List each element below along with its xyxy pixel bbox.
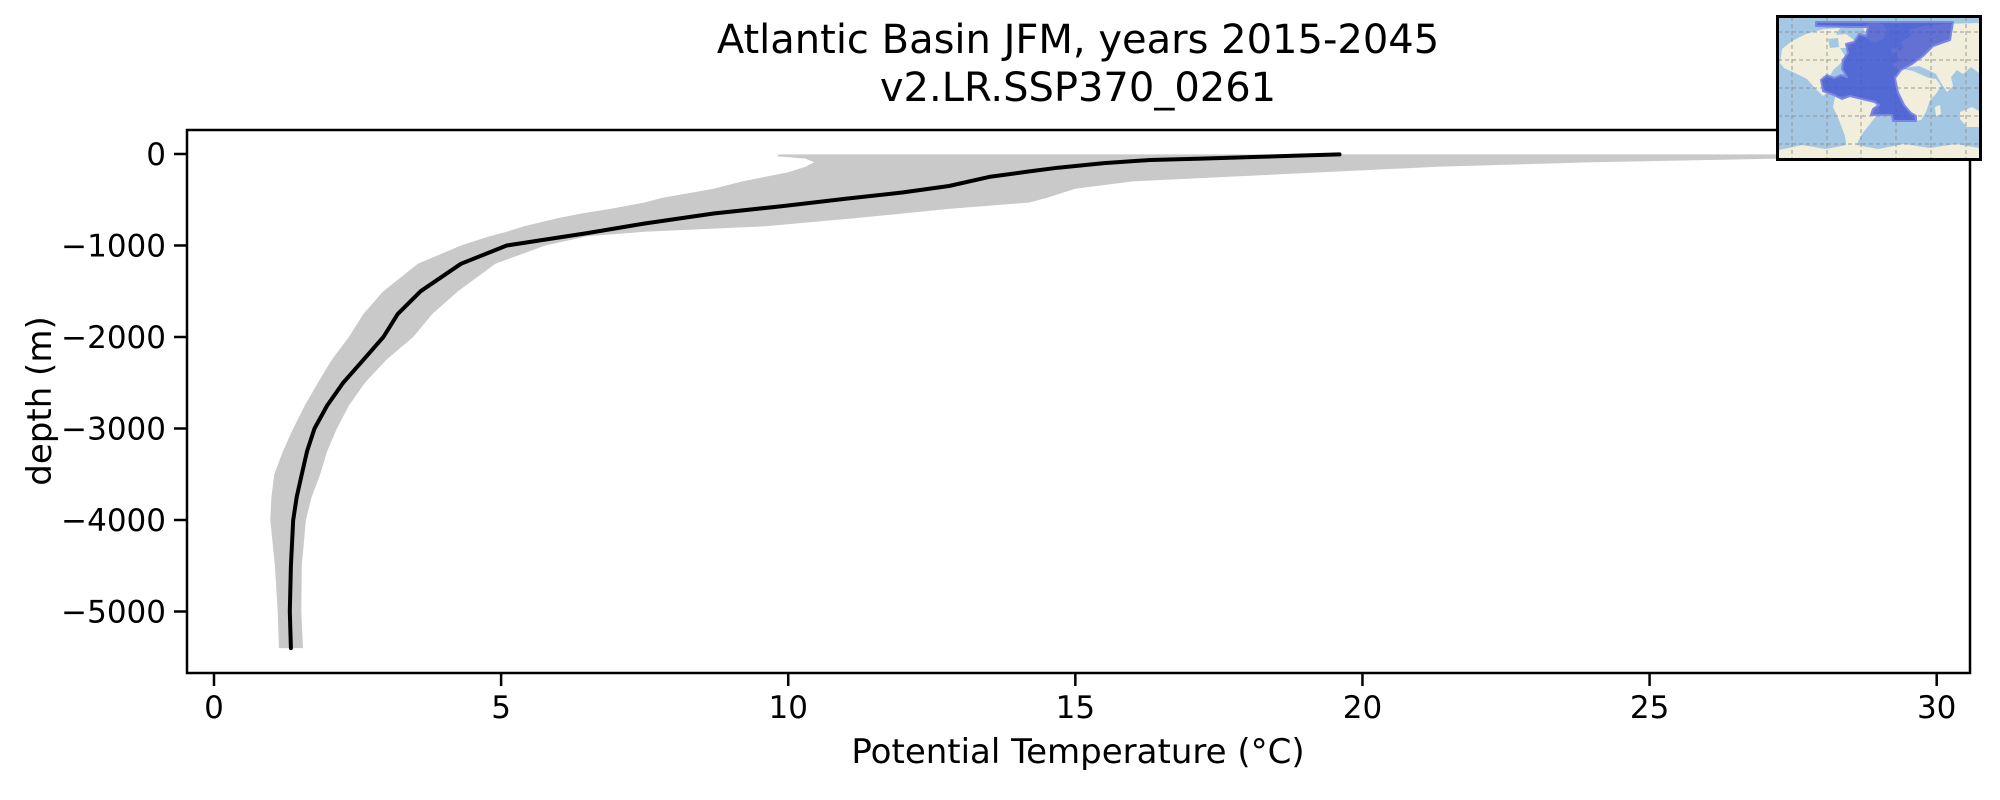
plot-border xyxy=(185,128,1972,675)
map-land-antarctica xyxy=(1779,144,1979,158)
uncertainty-band xyxy=(270,154,1788,649)
y-axis-label: depth (m) xyxy=(20,316,60,486)
map-land-australia xyxy=(1960,107,1979,127)
x-axis-label: Potential Temperature (°C) xyxy=(851,732,1305,772)
mean-profile-line xyxy=(287,152,1342,651)
y-tick-label: 0 xyxy=(146,137,166,173)
chart-title: Atlantic Basin JFM, years 2015-2045 v2.L… xyxy=(178,16,1978,112)
y-tick-label: −3000 xyxy=(61,411,166,447)
inset-map-atlantic-basin xyxy=(1776,15,1982,161)
x-tick-label: 0 xyxy=(204,690,224,726)
x-tick-label: 5 xyxy=(491,690,511,726)
x-tick-label: 10 xyxy=(768,690,807,726)
y-tick-label: −1000 xyxy=(61,228,166,264)
x-tick-label: 20 xyxy=(1343,690,1382,726)
y-tick-label: −5000 xyxy=(61,595,166,631)
chart-title-line1: Atlantic Basin JFM, years 2015-2045 xyxy=(716,17,1440,63)
map-land-madagascar xyxy=(1935,105,1941,116)
map-atlantic-region xyxy=(1815,21,1954,122)
x-tick-label: 15 xyxy=(1056,690,1095,726)
chart-title-line2: v2.LR.SSP370_0261 xyxy=(879,65,1277,111)
map-border xyxy=(1776,15,1982,161)
x-tick-label: 30 xyxy=(1917,690,1956,726)
y-tick-label: −2000 xyxy=(61,320,166,356)
map-land-africa xyxy=(1894,69,1941,121)
y-tick-label: −4000 xyxy=(61,503,166,539)
map-hudson-bay xyxy=(1828,38,1839,48)
map-land-south-america xyxy=(1833,95,1880,153)
x-tick-label: 25 xyxy=(1630,690,1669,726)
